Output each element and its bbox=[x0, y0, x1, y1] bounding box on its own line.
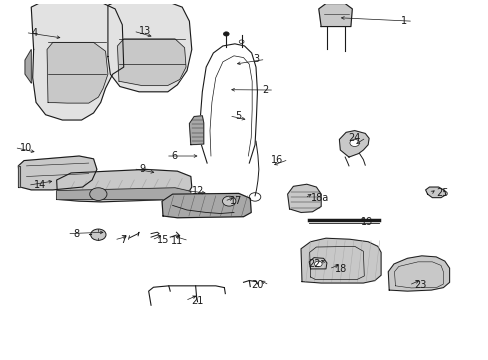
Text: 22: 22 bbox=[308, 259, 321, 269]
Polygon shape bbox=[318, 4, 351, 27]
Polygon shape bbox=[25, 49, 31, 83]
Text: 18a: 18a bbox=[310, 193, 328, 203]
Polygon shape bbox=[31, 0, 123, 120]
Polygon shape bbox=[339, 131, 368, 157]
Text: 1: 1 bbox=[401, 16, 407, 26]
Circle shape bbox=[314, 261, 322, 267]
Text: 24: 24 bbox=[347, 133, 360, 143]
Polygon shape bbox=[18, 156, 97, 190]
Text: 11: 11 bbox=[171, 236, 183, 246]
Polygon shape bbox=[57, 188, 190, 199]
Circle shape bbox=[222, 196, 235, 206]
Text: 21: 21 bbox=[190, 296, 203, 306]
Text: 7: 7 bbox=[120, 235, 126, 245]
Text: 25: 25 bbox=[435, 188, 448, 198]
Text: 13: 13 bbox=[139, 26, 151, 36]
Polygon shape bbox=[108, 0, 191, 92]
Polygon shape bbox=[301, 238, 380, 283]
Text: 16: 16 bbox=[270, 154, 282, 165]
Text: 12: 12 bbox=[191, 186, 204, 195]
Text: 20: 20 bbox=[251, 280, 263, 290]
Polygon shape bbox=[117, 39, 185, 85]
Polygon shape bbox=[57, 170, 191, 202]
Text: 19: 19 bbox=[360, 217, 372, 227]
Text: 2: 2 bbox=[262, 85, 268, 95]
Text: 5: 5 bbox=[234, 111, 241, 121]
Text: 9: 9 bbox=[139, 164, 145, 174]
Polygon shape bbox=[18, 166, 20, 187]
Text: 18: 18 bbox=[334, 264, 346, 274]
Polygon shape bbox=[387, 256, 448, 291]
Circle shape bbox=[349, 139, 359, 147]
Polygon shape bbox=[189, 116, 203, 145]
Polygon shape bbox=[425, 187, 445, 198]
Circle shape bbox=[223, 32, 229, 36]
Polygon shape bbox=[47, 42, 108, 103]
Polygon shape bbox=[162, 193, 251, 218]
Text: 3: 3 bbox=[253, 54, 259, 64]
Text: 6: 6 bbox=[171, 151, 178, 161]
Circle shape bbox=[90, 229, 106, 240]
Text: 14: 14 bbox=[34, 180, 46, 190]
Text: 17: 17 bbox=[230, 196, 242, 206]
Text: 23: 23 bbox=[414, 280, 426, 290]
Text: 8: 8 bbox=[73, 229, 79, 239]
Circle shape bbox=[89, 188, 107, 201]
Text: 10: 10 bbox=[20, 143, 32, 153]
Text: 4: 4 bbox=[31, 27, 37, 37]
Text: 15: 15 bbox=[157, 235, 169, 245]
Polygon shape bbox=[308, 258, 326, 269]
Polygon shape bbox=[287, 184, 321, 212]
